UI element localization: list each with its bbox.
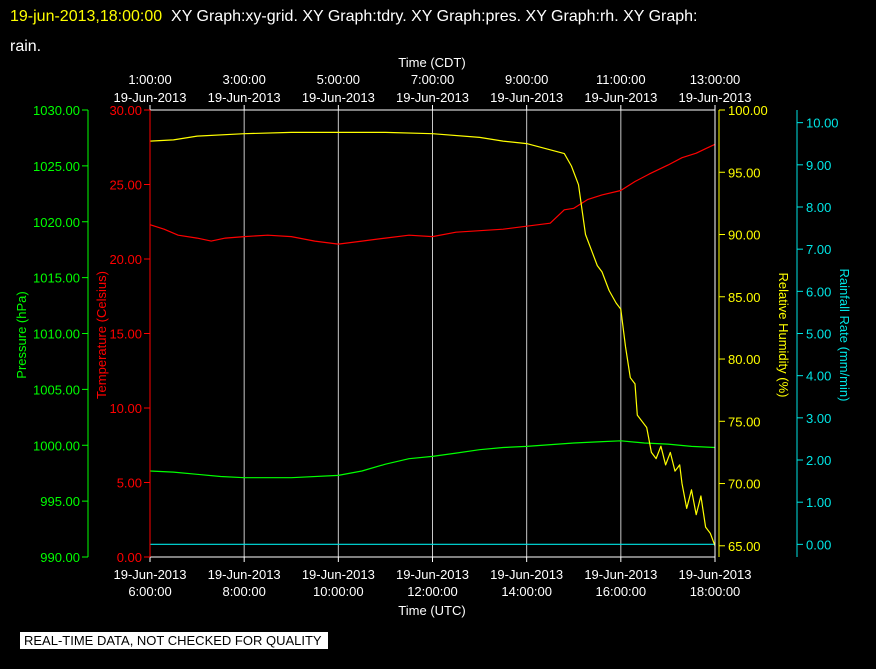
- bottom-tick-date-6: 19-Jun-2013: [679, 567, 752, 582]
- top-tick-date-3: 19-Jun-2013: [396, 90, 469, 105]
- bottom-axis-label: Time (UTC): [398, 603, 465, 618]
- humidity-tick-label-3: 80.00: [728, 352, 761, 367]
- header-title-line2: rain.: [10, 38, 42, 55]
- temperature-tick-label-3: 15.00: [109, 327, 142, 342]
- pressure-tick-label-4: 1010.00: [33, 327, 80, 342]
- humidity-tick-label-6: 95.00: [728, 165, 761, 180]
- bottom-tick-time-3: 12:00:00: [407, 584, 458, 599]
- rainfall-axis-label: Rainfall Rate (mm/min): [837, 269, 852, 402]
- bottom-tick-date-2: 19-Jun-2013: [302, 567, 375, 582]
- bottom-tick-time-5: 16:00:00: [596, 584, 647, 599]
- quality-disclaimer: REAL-TIME DATA, NOT CHECKED FOR QUALITY: [20, 632, 328, 649]
- humidity-tick-label-5: 90.00: [728, 228, 761, 243]
- rainfall-tick-label-4: 4.00: [806, 369, 831, 384]
- temperature-tick-label-4: 20.00: [109, 252, 142, 267]
- bottom-tick-time-4: 14:00:00: [501, 584, 552, 599]
- top-tick-date-6: 19-Jun-2013: [679, 90, 752, 105]
- pressure-tick-label-5: 1015.00: [33, 271, 80, 286]
- top-tick-time-3: 7:00:00: [411, 72, 454, 87]
- bottom-tick-time-6: 18:00:00: [690, 584, 741, 599]
- bottom-tick-time-1: 8:00:00: [222, 584, 265, 599]
- rainfall-tick-label-8: 8.00: [806, 200, 831, 215]
- top-tick-date-4: 19-Jun-2013: [490, 90, 563, 105]
- humidity-tick-label-2: 75.00: [728, 414, 761, 429]
- axes-layer: 19-Jun-2013 6:00:00 1:00:00 19-Jun-2013 19-J…: [33, 72, 839, 599]
- top-tick-time-0: 1:00:00: [128, 72, 171, 87]
- rainfall-tick-label-3: 3.00: [806, 411, 831, 426]
- grid-layer: [243, 110, 622, 557]
- rainfall-tick-label-10: 10.00: [806, 116, 839, 131]
- bottom-tick-time-2: 10:00:00: [313, 584, 364, 599]
- bottom-tick-date-0: 19-Jun-2013: [114, 567, 187, 582]
- bottom-tick-date-5: 19-Jun-2013: [584, 567, 657, 582]
- temperature-tick-label-1: 5.00: [117, 476, 142, 491]
- pressure-axis-label: Pressure (hPa): [14, 291, 29, 378]
- rainfall-tick-label-1: 1.00: [806, 495, 831, 510]
- top-tick-date-2: 19-Jun-2013: [302, 90, 375, 105]
- pressure-tick-label-1: 995.00: [40, 494, 80, 509]
- temperature-tick-label-5: 25.00: [109, 178, 142, 193]
- humidity-tick-label-4: 85.00: [728, 290, 761, 305]
- pressure-tick-label-6: 1020.00: [33, 215, 80, 230]
- pressure-series-line: [149, 440, 716, 479]
- top-tick-time-4: 9:00:00: [505, 72, 548, 87]
- top-tick-time-2: 5:00:00: [317, 72, 360, 87]
- humidity-tick-label-0: 65.00: [728, 539, 761, 554]
- top-tick-time-5: 11:00:00: [596, 72, 646, 87]
- pressure-tick-label-0: 990.00: [40, 550, 80, 565]
- humidity-tick-label-7: 100.00: [728, 103, 768, 118]
- top-axis-label: Time (CDT): [398, 55, 465, 70]
- header-title-line1: XY Graph:xy-grid. XY Graph:tdry. XY Grap…: [171, 8, 698, 25]
- bottom-tick-time-0: 6:00:00: [128, 584, 171, 599]
- temperature-series-line: [149, 143, 716, 245]
- series-layer: [149, 131, 716, 547]
- top-tick-time-1: 3:00:00: [222, 72, 265, 87]
- pressure-tick-label-3: 1005.00: [33, 382, 80, 397]
- top-tick-time-6: 13:00:00: [690, 72, 741, 87]
- temperature-tick-label-0: 0.00: [117, 550, 142, 565]
- header-timestamp: 19-jun-2013,18:00:00: [10, 8, 163, 25]
- rainfall-tick-label-7: 7.00: [806, 242, 831, 257]
- rainfall-tick-label-0: 0.00: [806, 537, 831, 552]
- pressure-tick-label-2: 1000.00: [33, 438, 80, 453]
- rainfall-tick-label-5: 5.00: [806, 327, 831, 342]
- humidity-tick-label-1: 70.00: [728, 477, 761, 492]
- temperature-tick-label-6: 30.00: [109, 103, 142, 118]
- top-tick-date-1: 19-Jun-2013: [208, 90, 281, 105]
- rainfall-tick-label-9: 9.00: [806, 158, 831, 173]
- bottom-tick-date-1: 19-Jun-2013: [208, 567, 281, 582]
- pressure-tick-label-7: 1025.00: [33, 159, 80, 174]
- rainfall-tick-label-6: 6.00: [806, 284, 831, 299]
- rainfall-tick-label-2: 2.00: [806, 453, 831, 468]
- temperature-axis-label: Temperature (Celsius): [94, 271, 109, 399]
- humidity-axis-label: Relative Humidity (%): [776, 273, 791, 398]
- humidity-series-line: [149, 131, 716, 547]
- temperature-tick-label-2: 10.00: [109, 401, 142, 416]
- top-tick-date-5: 19-Jun-2013: [584, 90, 657, 105]
- bottom-tick-date-3: 19-Jun-2013: [396, 567, 469, 582]
- top-tick-date-0: 19-Jun-2013: [114, 90, 187, 105]
- bottom-tick-date-4: 19-Jun-2013: [490, 567, 563, 582]
- chart-header: 19-jun-2013,18:00:00 XY Graph:xy-grid. X…: [10, 2, 870, 62]
- pressure-tick-label-8: 1030.00: [33, 103, 80, 118]
